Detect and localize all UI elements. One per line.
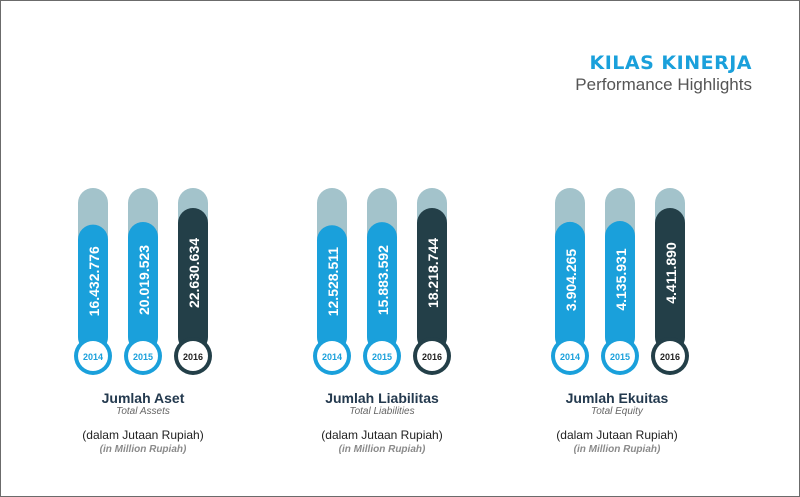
bar [178, 208, 208, 352]
page-header: KILAS KINERJA Performance Highlights [575, 52, 752, 96]
bar-value-label: 12.528.511 [325, 247, 341, 317]
year-circle [417, 341, 447, 371]
bar [555, 221, 585, 352]
bar-value-label: 4.411.890 [663, 242, 679, 304]
bar-value-label: 22.630.634 [186, 238, 202, 308]
year-label: 2016 [660, 352, 680, 362]
caption-unit: (dalam Jutaan Rupiah) [82, 428, 204, 442]
bar [417, 208, 447, 352]
bar-group-2: 3.904.265 2014 4.135.931 2015 4.411.890 2016 [551, 188, 689, 375]
bar-value-label: 18.218.744 [425, 238, 441, 308]
year-label: 2014 [322, 352, 342, 362]
bar-value-label: 15.883.592 [375, 245, 391, 315]
year-circle [78, 341, 108, 371]
bar-group-1: 12.528.511 2014 15.883.592 2015 18.218.744 20… [313, 188, 451, 375]
caption-title: Jumlah Liabilitas [325, 390, 439, 406]
year-circle [367, 341, 397, 371]
year-label: 2015 [372, 352, 392, 362]
bar [78, 224, 108, 352]
year-label: 2016 [183, 352, 203, 362]
bar-value-label: 3.904.265 [563, 249, 579, 311]
caption-equity: Jumlah Ekuitas Total Equity (dalam Jutaa… [507, 390, 727, 456]
caption-assets: Jumlah Aset Total Assets (dalam Jutaan R… [33, 390, 253, 456]
bar [317, 225, 347, 352]
bar-value-label: 20.019.523 [136, 245, 152, 315]
year-circle [655, 341, 685, 371]
caption-unit: (dalam Jutaan Rupiah) [556, 428, 678, 442]
bar-value-label: 4.135.931 [613, 248, 629, 310]
caption-unit-en: (in Million Rupiah) [338, 444, 426, 455]
bar-value-label: 16.432.776 [86, 246, 102, 316]
year-label: 2014 [83, 352, 103, 362]
bar-group-0: 16.432.776 2014 20.019.523 2015 22.630.634 20… [74, 188, 212, 375]
bar [605, 221, 635, 352]
caption-subtitle: Total Liabilities [349, 406, 415, 417]
caption-title: Jumlah Ekuitas [565, 390, 669, 406]
year-circle [605, 341, 635, 371]
caption-liabilities: Jumlah Liabilitas Total Liabilities (dal… [272, 390, 492, 456]
bar [655, 208, 685, 352]
year-label: 2014 [560, 352, 580, 362]
year-circle [178, 341, 208, 371]
year-circle [317, 341, 347, 371]
page-subtitle: Performance Highlights [575, 75, 752, 94]
caption-subtitle: Total Assets [116, 406, 170, 417]
year-label: 2015 [133, 352, 153, 362]
bar [128, 221, 158, 352]
caption-title: Jumlah Aset [101, 390, 185, 406]
year-label: 2015 [610, 352, 630, 362]
year-circle [555, 341, 585, 371]
page-title: KILAS KINERJA [589, 52, 752, 74]
caption-unit-en: (in Million Rupiah) [573, 444, 661, 455]
caption-unit: (dalam Jutaan Rupiah) [321, 428, 443, 442]
bar [367, 222, 397, 352]
caption-subtitle: Total Equity [591, 406, 643, 417]
caption-unit-en: (in Million Rupiah) [99, 444, 187, 455]
year-circle [128, 341, 158, 371]
year-label: 2016 [422, 352, 442, 362]
